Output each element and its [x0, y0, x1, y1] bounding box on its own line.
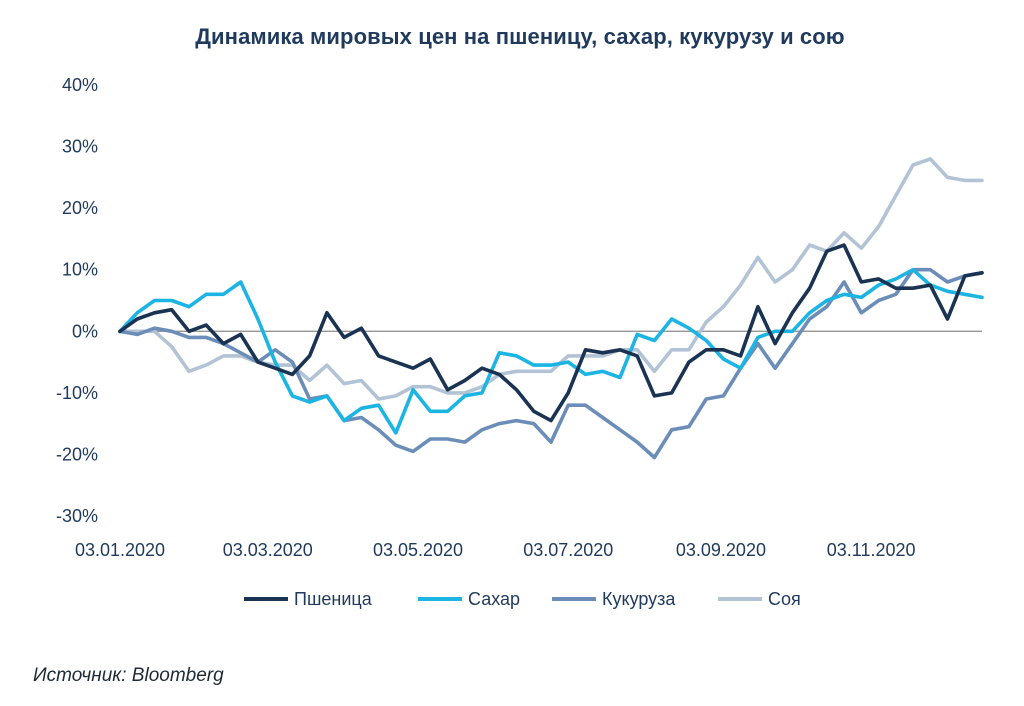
y-tick-label: 30%: [62, 137, 98, 157]
y-tick-label: -30%: [56, 506, 98, 526]
y-tick-label: 0%: [72, 321, 98, 341]
series-line-4: [118, 157, 984, 401]
series-line-3: [118, 267, 984, 460]
y-tick-label: 40%: [62, 75, 98, 95]
x-axis-labels: 03.01.2020 03.03.2020 03.05.2020 03.07.2020…: [75, 540, 916, 560]
legend: Пшеница Сахар Кукуруза Соя: [244, 589, 801, 609]
y-tick-label: 10%: [62, 260, 98, 280]
legend-label: Соя: [768, 589, 801, 609]
x-tick-label: 03.11.2020: [827, 540, 916, 560]
x-tick-label: 03.07.2020: [523, 540, 613, 560]
legend-label: Сахар: [468, 589, 520, 609]
x-tick-label: 03.09.2020: [676, 540, 766, 560]
x-tick-label: 03.05.2020: [373, 540, 463, 560]
x-tick-label: 03.01.2020: [75, 540, 165, 560]
x-tick-label: 03.03.2020: [223, 540, 313, 560]
y-tick-label: -20%: [56, 444, 98, 464]
legend-label: Пшеница: [294, 589, 373, 609]
source-note: Источник: Bloomberg: [33, 665, 224, 686]
series-line-1: [118, 243, 984, 423]
legend-label: Кукуруза: [602, 589, 676, 609]
series-line-2: [118, 267, 984, 435]
chart-title: Динамика мировых цен на пшеницу, сахар, …: [195, 24, 845, 49]
series-lines: [118, 157, 984, 460]
y-tick-label: 20%: [62, 198, 98, 218]
y-axis-labels: 40% 30% 20% 10% 0% -10% -20% -30%: [56, 75, 98, 526]
y-tick-label: -10%: [56, 383, 98, 403]
